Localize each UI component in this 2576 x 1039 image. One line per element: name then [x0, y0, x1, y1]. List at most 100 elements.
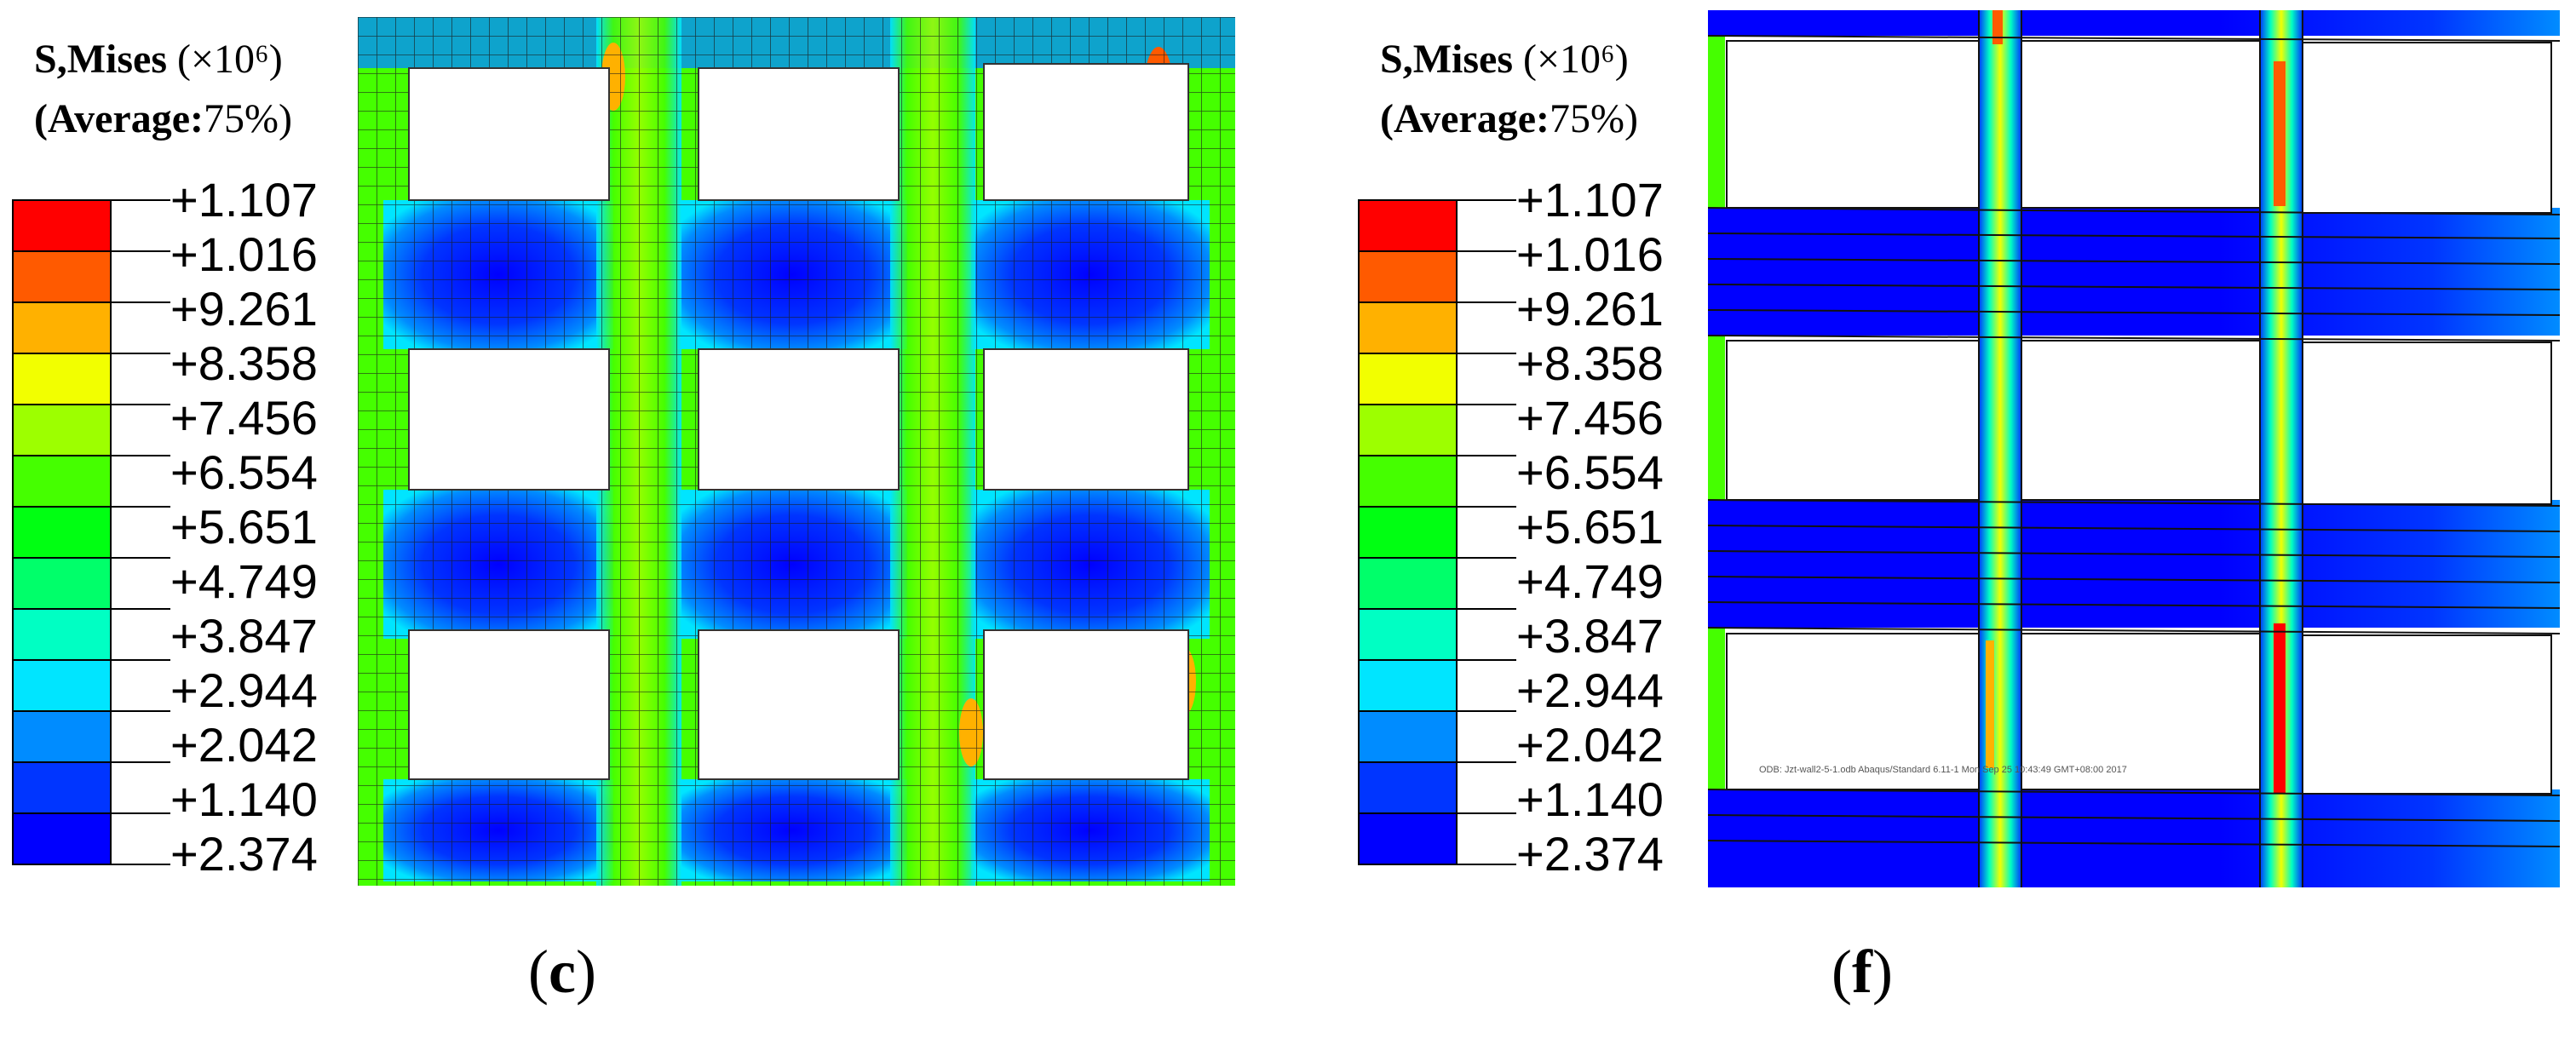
legend-subtitle-value: 75%)	[203, 96, 292, 141]
pier-region	[1979, 10, 2021, 887]
legend-label: +1.140	[170, 772, 318, 826]
legend-label: +2.374	[1516, 827, 1664, 881]
window-opening	[1726, 340, 1980, 501]
caption-open-paren: (	[1831, 938, 1852, 1006]
window-opening	[1726, 40, 1980, 209]
panel-c: S,Mises (×10⁶) (Average:75%) +1.107 +1.0…	[0, 0, 1235, 1039]
window-opening	[408, 629, 610, 780]
legend-swatch	[12, 608, 112, 661]
window-opening	[983, 348, 1189, 491]
legend-swatch	[1358, 301, 1458, 354]
window-opening	[2021, 340, 2261, 501]
odb-watermark: ODB: Jzt-wall2-5-1.odb Abaqus/Standard 6…	[1759, 765, 2127, 775]
caption-letter: c	[548, 938, 576, 1006]
legend-swatch	[1358, 199, 1458, 252]
stress-hotspot	[2274, 61, 2286, 206]
window-opening	[2302, 42, 2552, 214]
wall-edge	[1708, 10, 1725, 887]
legend-label: +1.107	[1516, 173, 1664, 227]
window-opening	[983, 629, 1189, 780]
window-opening	[2302, 342, 2552, 505]
window-opening	[2021, 40, 2261, 209]
window-opening	[408, 348, 610, 491]
stress-hotspot	[1992, 10, 2003, 44]
legend-label: +8.358	[1516, 336, 1664, 390]
legend-swatch	[12, 353, 112, 405]
window-opening	[2302, 634, 2552, 795]
legend-swatch	[1358, 812, 1458, 865]
legend-label: +2.042	[1516, 718, 1664, 772]
legend-swatch	[12, 455, 112, 508]
legend-subtitle: (Average:75%)	[1380, 94, 1638, 145]
legend-label: +5.651	[170, 500, 318, 554]
legend-swatch	[12, 659, 112, 712]
legend-subtitle-label: (Average:	[34, 96, 204, 141]
legend-swatch	[12, 557, 112, 610]
legend-label: +4.749	[1516, 554, 1664, 608]
legend-label: +5.651	[1516, 500, 1664, 554]
top-beam	[1708, 10, 2560, 36]
legend-title-variable: S,Mises	[34, 37, 167, 82]
legend-label: +6.554	[1516, 445, 1664, 499]
legend-label: +6.554	[170, 445, 318, 499]
legend-label: +2.944	[1516, 663, 1664, 717]
caption-close-paren: )	[575, 938, 596, 1006]
legend-label: +9.261	[170, 282, 318, 336]
legend-title-scale: (×10⁶)	[177, 37, 283, 82]
window-opening	[2021, 633, 2261, 790]
window-opening	[698, 348, 900, 491]
legend-subtitle: (Average:75%)	[34, 94, 292, 145]
legend-subtitle-value: 75%)	[1549, 96, 1638, 141]
legend-swatch	[12, 506, 112, 559]
panel-f: S,Mises (×10⁶) (Average:75%) +1.107 +1.0…	[1346, 0, 2576, 1039]
legend-swatch	[1358, 710, 1458, 763]
caption-open-paren: (	[528, 938, 549, 1006]
legend-title-variable: S,Mises	[1380, 37, 1513, 82]
legend-swatch	[12, 812, 112, 865]
legend-swatch	[12, 301, 112, 354]
window-opening	[698, 67, 900, 201]
legend-label: +8.358	[170, 336, 318, 390]
legend-label: +3.847	[170, 609, 318, 663]
window-opening	[698, 629, 900, 780]
legend-swatch	[1358, 608, 1458, 661]
legend-label: +3.847	[1516, 609, 1664, 663]
color-legend-bar	[12, 199, 170, 865]
panel-caption: (f)	[1831, 937, 1893, 1007]
legend-swatch	[12, 710, 112, 763]
color-legend-bar	[1358, 199, 1516, 865]
wall-stress-contour	[358, 17, 1235, 886]
legend-label: +2.042	[170, 718, 318, 772]
legend-swatch	[1358, 506, 1458, 559]
legend-swatch	[1358, 455, 1458, 508]
legend-swatch	[1358, 761, 1458, 814]
legend-label: +9.261	[1516, 282, 1664, 336]
legend-title: S,Mises (×10⁶)	[34, 34, 283, 85]
wall-stress-contour: ODB: Jzt-wall2-5-1.odb Abaqus/Standard 6…	[1707, 10, 2561, 887]
legend-label: +7.456	[170, 391, 318, 445]
legend-label: +1.016	[1516, 227, 1664, 281]
legend-title: S,Mises (×10⁶)	[1380, 34, 1629, 85]
legend-label: +1.016	[170, 227, 318, 281]
legend-swatch	[12, 404, 112, 456]
panel-caption: (c)	[528, 937, 596, 1007]
legend-title-scale: (×10⁶)	[1523, 37, 1629, 82]
legend-label: +1.140	[1516, 772, 1664, 826]
caption-letter: f	[1851, 938, 1872, 1006]
horizontal-beam	[1708, 789, 2560, 887]
legend-swatch	[1358, 557, 1458, 610]
legend-label: +7.456	[1516, 391, 1664, 445]
legend-label: +2.374	[170, 827, 318, 881]
legend-swatch	[12, 761, 112, 814]
window-opening	[408, 67, 610, 201]
legend-subtitle-label: (Average:	[1380, 96, 1550, 141]
window-opening	[1726, 633, 1980, 790]
legend-swatch	[1358, 404, 1458, 456]
horizontal-beam	[1708, 500, 2560, 628]
caption-close-paren: )	[1872, 938, 1893, 1006]
stress-hotspot	[2274, 623, 2286, 794]
legend-label: +1.107	[170, 173, 318, 227]
window-opening	[983, 63, 1189, 201]
legend-swatch	[1358, 659, 1458, 712]
legend-label: +4.749	[170, 554, 318, 608]
